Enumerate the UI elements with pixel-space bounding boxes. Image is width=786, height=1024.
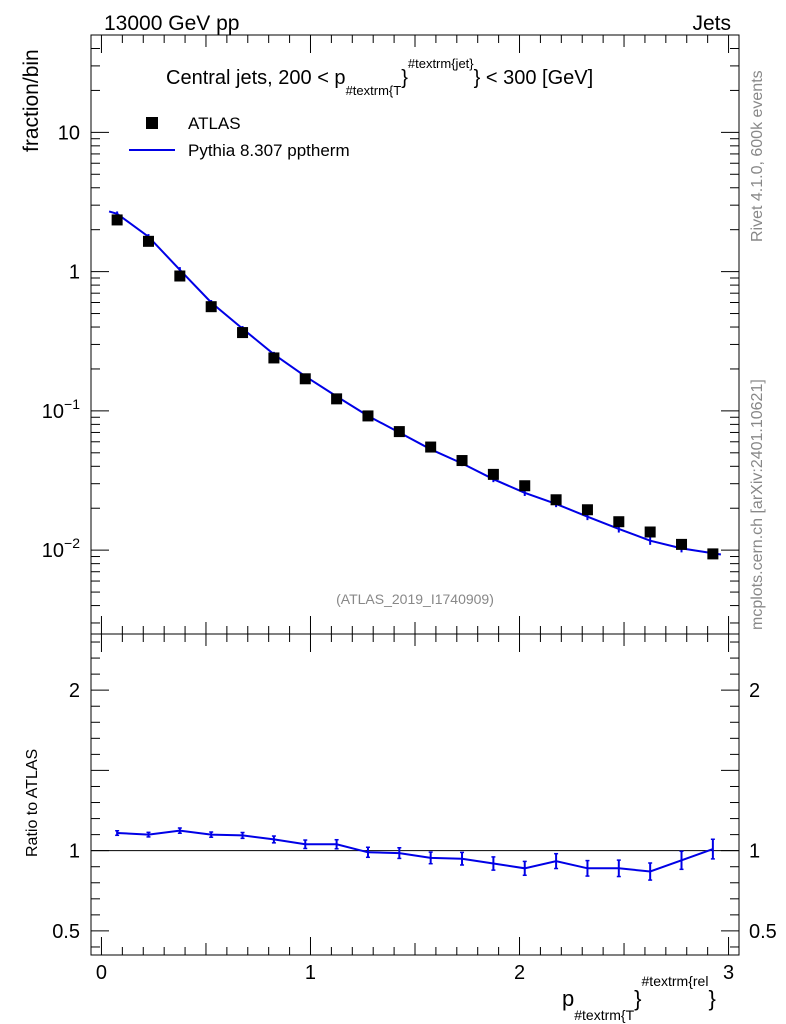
ratio-y-tick-label-left: 1 (69, 841, 80, 863)
atlas-data-point (299, 373, 311, 385)
atlas-data-point (425, 441, 437, 453)
main-y-tick-label: 10 (58, 122, 80, 144)
atlas-data-point (644, 526, 656, 538)
atlas-data-point (268, 352, 280, 364)
x-tick-label: 1 (305, 962, 316, 984)
main-y-tick-label: 1 (69, 262, 80, 284)
atlas-data-point (331, 393, 343, 405)
main-y-tick-label: 10−1 (42, 396, 80, 423)
legend-atlas-marker (146, 117, 158, 129)
atlas-data-point (237, 327, 249, 339)
atlas-data-point (456, 455, 468, 467)
header-right: Jets (692, 12, 731, 35)
x-tick-label: 0 (96, 962, 107, 984)
atlas-data-point (205, 301, 217, 313)
legend-pythia-label: Pythia 8.307 pptherm (188, 141, 350, 160)
atlas-data-point (581, 504, 593, 516)
mcplots-text: mcplots.cern.ch [arXiv:2401.10621] (749, 379, 766, 630)
x-axis-label: p#textrm{T}#textrm{rel} (562, 973, 716, 1023)
x-tick-label: 2 (514, 962, 525, 984)
analysis-watermark: (ATLAS_2019_I1740909) (336, 591, 494, 607)
atlas-data-point (362, 410, 374, 422)
ratio-curve (117, 829, 714, 873)
ratio-y-axis-label: Ratio to ATLAS (24, 749, 41, 857)
atlas-data-point (519, 480, 531, 492)
ratio-y-tick-label-left: 2 (69, 680, 80, 702)
rivet-version-text: Rivet 4.1.0, 600k events (749, 70, 766, 242)
atlas-data-point (174, 270, 186, 282)
x-tick-label: 3 (723, 962, 734, 984)
atlas-data-point (111, 214, 123, 226)
ratio-plot-frame (90, 633, 740, 956)
ratio-y-tick-label-left: 0.5 (52, 921, 80, 943)
atlas-data-point (487, 468, 499, 480)
header-left: 13000 GeV pp (104, 12, 239, 35)
atlas-data-point (613, 516, 625, 528)
ratio-y-tick-label-right: 2 (749, 680, 760, 702)
atlas-data-point (707, 548, 719, 560)
ratio-y-tick-label-right: 1 (749, 841, 760, 863)
main-y-axis-label: fraction/bin (20, 49, 43, 152)
main-title: Central jets, 200 < p#textrm{T}#textrm{j… (166, 56, 593, 98)
ratio-y-tick-label-right: 0.5 (749, 921, 777, 943)
pythia-curve (108, 210, 722, 556)
legend-atlas-label: ATLAS (188, 114, 241, 133)
atlas-data-point (393, 426, 405, 438)
atlas-data-point (550, 494, 562, 506)
atlas-data-point (142, 235, 154, 247)
atlas-data-point (676, 538, 688, 550)
main-y-tick-label: 10−2 (42, 535, 80, 562)
